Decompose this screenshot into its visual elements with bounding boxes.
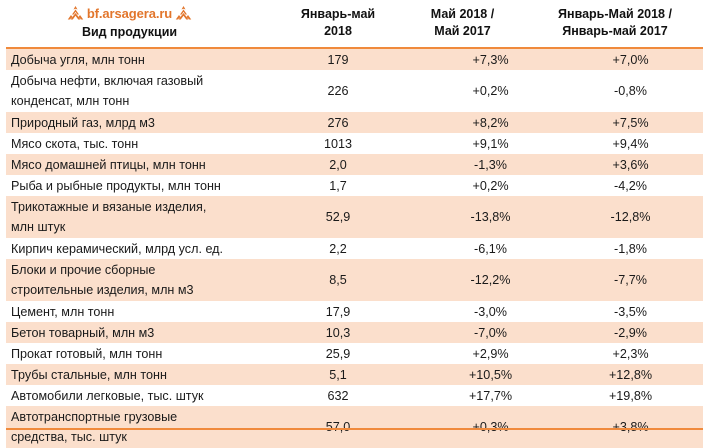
month-change-cell: +7,3%	[472, 52, 509, 67]
period-total-cell: 1013	[323, 136, 353, 151]
column-header-product: Вид продукции	[81, 25, 178, 39]
product-name-cell: Блоки и прочие сборные строительные изде…	[11, 263, 194, 297]
period-change-cell: +9,4%	[612, 136, 649, 151]
product-name-cell: Автотранспортные грузовые средства, тыс.…	[11, 410, 178, 444]
month-change-cell: -6,1%	[474, 241, 507, 256]
period-total-cell: 25,9	[325, 346, 351, 361]
period-total-cell: 2,2	[329, 241, 347, 256]
period-total-cell: 52,9	[325, 210, 351, 224]
column-header-period-total: Январь-май 2018	[300, 7, 376, 38]
month-change-cell: -3,0%	[474, 304, 507, 319]
product-name-cell: Мясо домашней птицы, млн тонн	[11, 157, 206, 172]
table-row: Добыча нефти, включая газовый конденсат,…	[6, 70, 703, 112]
product-name-cell: Бетон товарный, млн м3	[11, 325, 155, 340]
product-name-cell: Рыба и рыбные продукты, млн тонн	[11, 178, 221, 193]
period-change-cell: +2,3%	[612, 346, 649, 361]
period-change-cell: -4,2%	[614, 178, 647, 193]
month-change-cell: +17,7%	[468, 388, 513, 403]
table-row: Автомобили легковые, тыс. штук 632 +17,7% +…	[6, 385, 703, 406]
period-total-cell: 57,0	[325, 420, 351, 434]
month-change-cell: +2,9%	[472, 346, 509, 361]
period-change-cell: -2,9%	[614, 325, 647, 340]
period-change-cell: -7,7%	[614, 273, 647, 287]
arsagera-logo-icon	[67, 6, 84, 20]
month-change-cell: -12,2%	[470, 273, 511, 287]
period-total-cell: 17,9	[325, 304, 351, 319]
month-change-cell: -7,0%	[474, 325, 507, 340]
product-name-cell: Добыча угля, млн тонн	[11, 52, 145, 67]
product-name-cell: Добыча нефти, включая газовый конденсат,…	[11, 74, 204, 108]
product-name-cell: Природный газ, млрд м3	[11, 115, 155, 130]
table-row: Цемент, млн тонн 17,9 -3,0% -3,5%	[6, 301, 703, 322]
month-change-cell: -13,8%	[470, 210, 511, 224]
period-change-cell: +12,8%	[608, 367, 653, 382]
product-name-cell: Автомобили легковые, тыс. штук	[11, 388, 204, 403]
brand-label: bf.arsagera.ru	[86, 5, 173, 21]
product-name-cell: Кирпич керамический, млрд усл. ед.	[11, 241, 224, 256]
period-total-cell: 632	[327, 388, 349, 403]
period-total-cell: 10,3	[325, 325, 351, 340]
period-change-cell: +3,6%	[612, 157, 649, 172]
column-header-month-change: Май 2018 / Май 2017	[430, 7, 495, 38]
table-row: Мясо домашней птицы, млн тонн 2,0 -1,3% +3,…	[6, 154, 703, 175]
table-row: Трикотажные и вязаные изделия, млн штук 5…	[6, 196, 703, 238]
table-row: Мясо скота, тыс. тонн 1013 +9,1% +9,4%	[6, 133, 703, 154]
period-total-cell: 179	[327, 52, 349, 67]
product-name-cell: Трубы стальные, млн тонн	[11, 367, 167, 382]
period-total-cell: 2,0	[329, 157, 347, 172]
header-divider	[6, 47, 703, 49]
month-change-cell: -1,3%	[474, 157, 507, 172]
month-change-cell: +10,5%	[468, 367, 513, 382]
table-row: Трубы стальные, млн тонн 5,1 +10,5% +12,8%	[6, 364, 703, 385]
period-change-cell: +7,0%	[612, 52, 649, 67]
table-row: Рыба и рыбные продукты, млн тонн 1,7 +0,2%…	[6, 175, 703, 196]
period-total-cell: 8,5	[329, 273, 347, 287]
month-change-cell: +0,2%	[472, 178, 509, 193]
period-change-cell: +19,8%	[608, 388, 653, 403]
period-change-cell: -0,8%	[614, 84, 647, 98]
product-name-cell: Мясо скота, тыс. тонн	[11, 136, 139, 151]
product-name-cell: Трикотажные и вязаные изделия, млн штук	[11, 200, 207, 234]
period-change-cell: -1,8%	[614, 241, 647, 256]
table-row: Добыча угля, млн тонн 179 +7,3% +7,0%	[6, 49, 703, 70]
brand-logo[interactable]: bf.arsagera.ru	[6, 2, 253, 24]
column-header-period-change: Январь-Май 2018 / Январь-май 2017	[558, 7, 672, 38]
period-total-cell: 5,1	[329, 367, 347, 382]
period-change-cell: +7,5%	[612, 115, 649, 130]
table-body: Добыча угля, млн тонн 179 +7,3% +7,0% Добыча…	[0, 49, 719, 448]
table-row: Прокат готовый, млн тонн 25,9 +2,9% +2,3%	[6, 343, 703, 364]
table-row: Природный газ, млрд м3 276 +8,2% +7,5%	[6, 112, 703, 133]
table-header: bf.arsagera.ru Вид продукции Январь-май …	[0, 0, 719, 48]
product-name-cell: Цемент, млн тонн	[11, 304, 115, 319]
period-total-cell: 276	[327, 115, 349, 130]
month-change-cell: +8,2%	[472, 115, 509, 130]
table-row: Кирпич керамический, млрд усл. ед. 2,2 -6,…	[6, 238, 703, 259]
product-name-cell: Прокат готовый, млн тонн	[11, 346, 163, 361]
period-change-cell: -3,5%	[614, 304, 647, 319]
month-change-cell: +0,2%	[472, 84, 509, 98]
table-bottom-divider	[6, 428, 703, 430]
period-change-cell: -12,8%	[610, 210, 651, 224]
period-total-cell: 1,7	[329, 178, 347, 193]
table-row: Автотранспортные грузовые средства, тыс.…	[6, 406, 703, 448]
table-row: Бетон товарный, млн м3 10,3 -7,0% -2,9%	[6, 322, 703, 343]
month-change-cell: +0,3%	[472, 420, 509, 434]
period-change-cell: +3,8%	[612, 420, 649, 434]
period-total-cell: 226	[327, 84, 349, 98]
table-row: Блоки и прочие сборные строительные изде…	[6, 259, 703, 301]
month-change-cell: +9,1%	[472, 136, 509, 151]
arsagera-logo-icon	[175, 6, 192, 20]
